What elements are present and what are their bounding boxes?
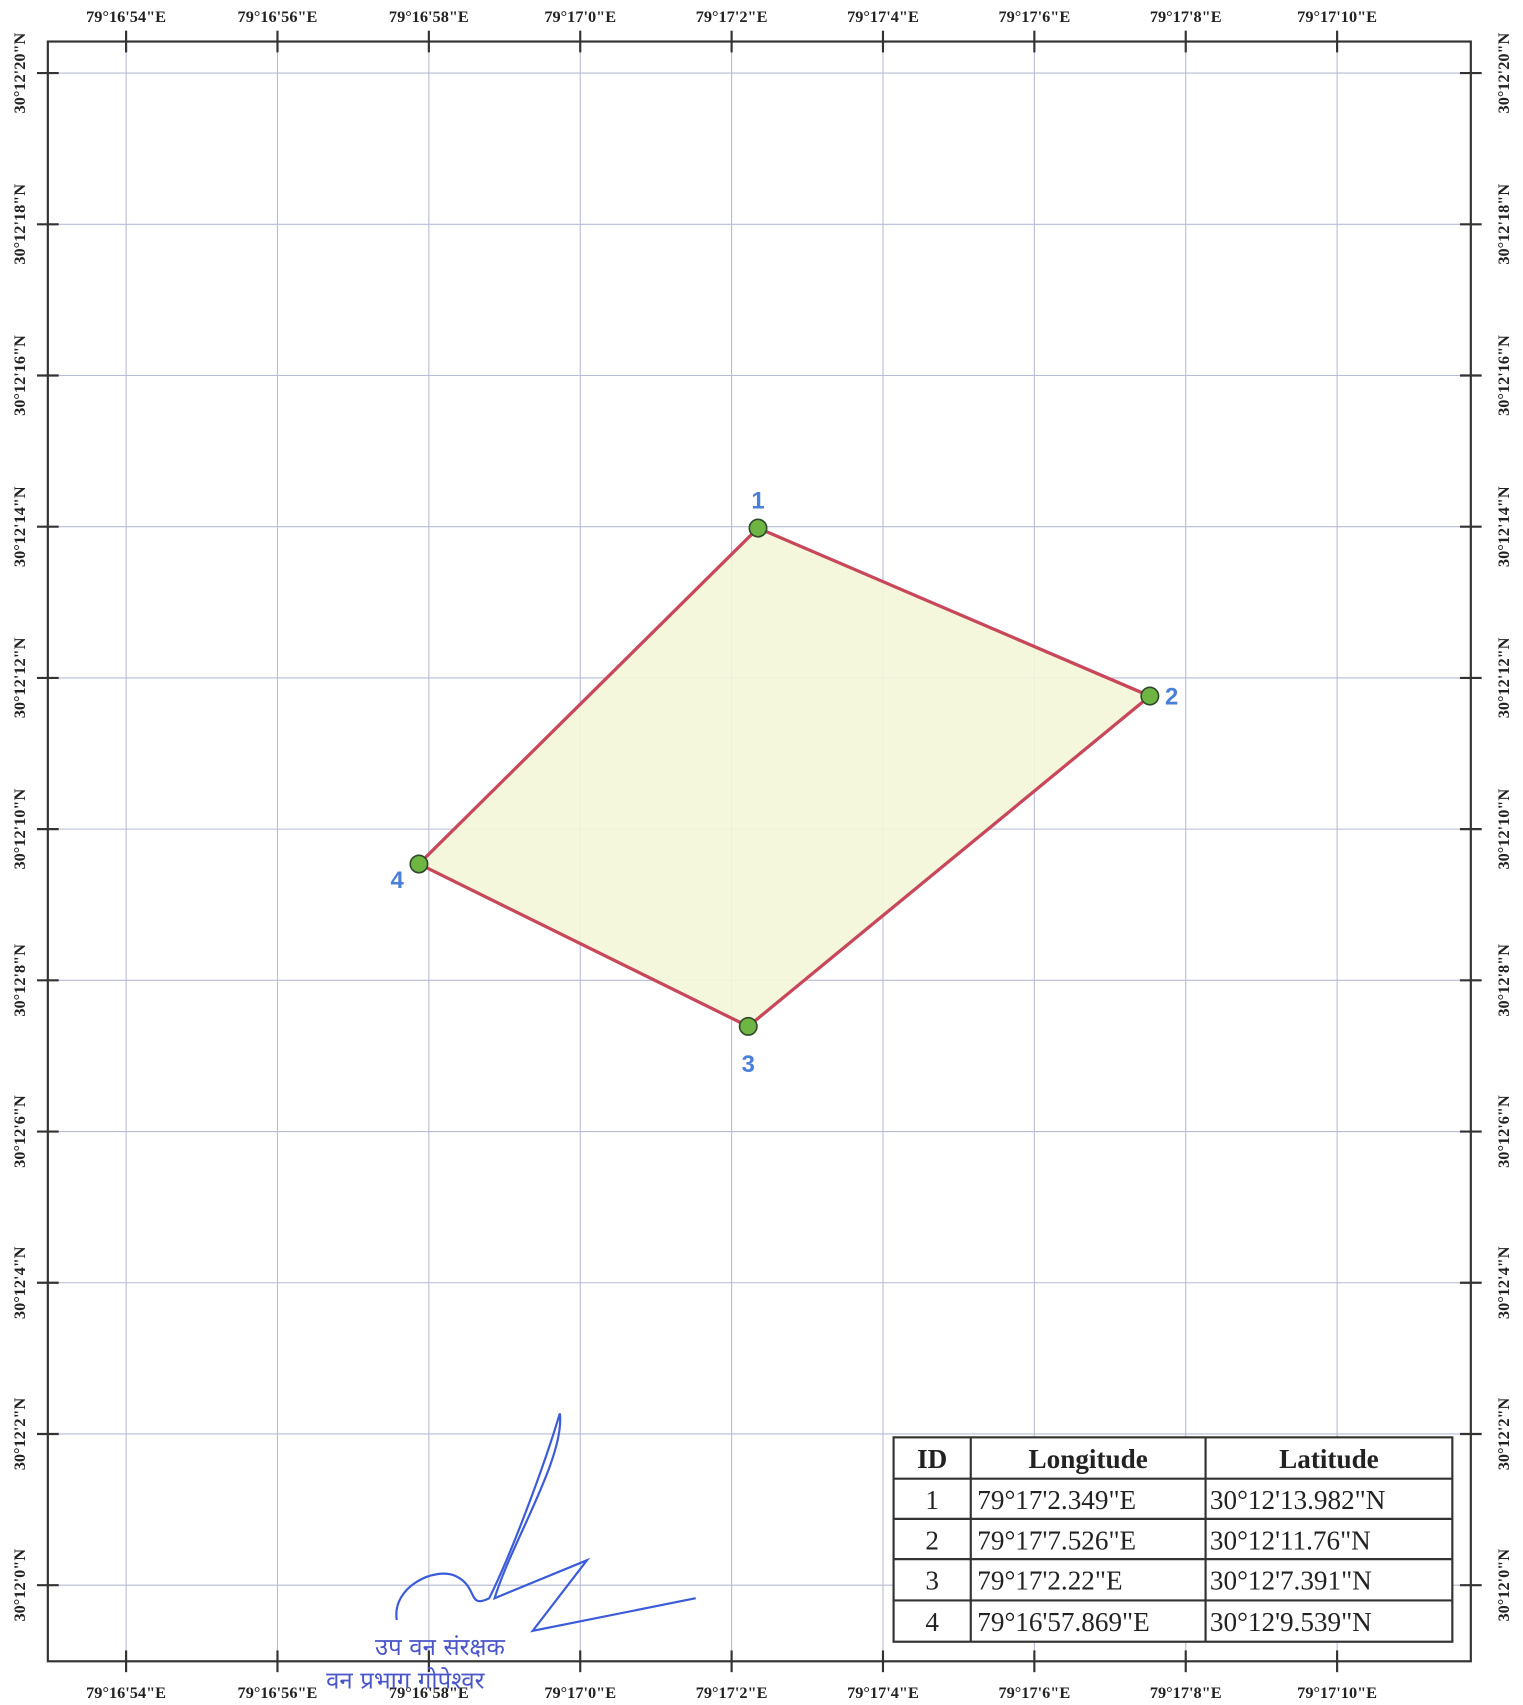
signature: उप वन संरक्षक वन प्रभाग गोपेश्वर: [326, 1413, 696, 1694]
vertex: [1140, 686, 1160, 706]
signature-stroke: [395, 1413, 696, 1633]
table-bg: [892, 1436, 1454, 1643]
vertex-id: 2: [1165, 684, 1178, 711]
y-tick-label: 30°12'18"N: [10, 184, 29, 265]
axis-labels: 79°16'54"E 79°16'54"E 79°16'56"E 79°16'56"E…: [10, 7, 1513, 1702]
y-tick-label: 30°12'14"N: [1494, 486, 1513, 567]
parcel: 1 2 3 4: [391, 487, 1179, 1078]
y-tick-label: 30°12'12"N: [10, 637, 29, 718]
vertex-id: 4: [391, 867, 405, 894]
table-cell: 2: [925, 1525, 939, 1555]
table-cell: 30°12'13.982"N: [1210, 1485, 1385, 1515]
x-tick-label: 79°16'54"E: [86, 1683, 166, 1702]
y-tick-label: 30°12'20"N: [10, 32, 29, 113]
coordinate-table: ID Longitude Latitude 1 79°17'2.349"E 30°12'1…: [892, 1436, 1454, 1643]
y-tick-label: 30°12'20"N: [1494, 32, 1513, 113]
table-cell: 79°17'7.526"E: [977, 1525, 1136, 1555]
x-tick-label: 79°16'58"E: [389, 1683, 469, 1702]
y-tick-label: 30°12'16"N: [10, 335, 29, 416]
table-cell: 30°12'9.539"N: [1210, 1607, 1372, 1637]
y-tick-label: 30°12'12"N: [1494, 637, 1513, 718]
x-tick-label: 79°17'6"E: [998, 1683, 1070, 1702]
y-tick-label: 30°12'4"N: [10, 1246, 29, 1319]
y-tick-label: 30°12'16"N: [1494, 335, 1513, 416]
x-tick-label: 79°16'56"E: [238, 7, 318, 26]
table-cell: 3: [925, 1566, 939, 1596]
table-header: ID: [917, 1444, 947, 1474]
vertex: [738, 1016, 758, 1036]
vertex-id: 1: [751, 487, 764, 514]
y-tick-label: 30°12'6"N: [1494, 1095, 1513, 1168]
table-cell: 79°16'57.869"E: [977, 1607, 1149, 1637]
x-tick-label: 79°17'8"E: [1150, 7, 1222, 26]
y-tick-label: 30°12'10"N: [10, 789, 29, 870]
vertex: [409, 854, 429, 874]
x-tick-label: 79°17'4"E: [847, 7, 919, 26]
y-tick-label: 30°12'6"N: [10, 1095, 29, 1168]
stamp-line: उप वन संरक्षक: [375, 1633, 506, 1661]
y-tick-label: 30°12'18"N: [1494, 184, 1513, 265]
x-tick-label: 79°17'0"E: [544, 1683, 616, 1702]
x-tick-label: 79°17'2"E: [696, 7, 768, 26]
y-tick-label: 30°12'14"N: [10, 486, 29, 567]
y-tick-label: 30°12'8"N: [10, 944, 29, 1017]
table-cell: 1: [925, 1485, 939, 1515]
table-header: Latitude: [1279, 1444, 1379, 1474]
y-tick-label: 30°12'4"N: [1494, 1246, 1513, 1319]
x-tick-label: 79°16'54"E: [86, 7, 166, 26]
x-tick-label: 79°17'4"E: [847, 1683, 919, 1702]
vertex: [748, 518, 768, 538]
y-tick-label: 30°12'2"N: [1494, 1397, 1513, 1470]
y-tick-label: 30°12'10"N: [1494, 789, 1513, 870]
table-cell: 79°17'2.22"E: [977, 1566, 1122, 1596]
x-tick-label: 79°16'58"E: [389, 7, 469, 26]
table-cell: 30°12'11.76"N: [1210, 1525, 1371, 1555]
x-tick-label: 79°16'56"E: [238, 1683, 318, 1702]
map-frame: [46, 40, 1472, 1663]
y-tick-label: 30°12'0"N: [1494, 1549, 1513, 1622]
table-cell: 4: [925, 1607, 939, 1637]
table-header: Longitude: [1029, 1444, 1148, 1474]
stamp-line: वन प्रभाग गोपेश्वर: [326, 1666, 485, 1694]
x-tick-label: 79°17'10"E: [1297, 7, 1377, 26]
x-tick-label: 79°17'8"E: [1150, 1683, 1222, 1702]
x-tick-label: 79°17'2"E: [696, 1683, 768, 1702]
vertex-id: 3: [742, 1051, 755, 1078]
y-tick-label: 30°12'8"N: [1494, 944, 1513, 1017]
x-tick-label: 79°17'0"E: [544, 7, 616, 26]
x-tick-label: 79°17'6"E: [998, 7, 1070, 26]
y-tick-label: 30°12'2"N: [10, 1397, 29, 1470]
table-cell: 79°17'2.349"E: [977, 1485, 1136, 1515]
table-cell: 30°12'7.391"N: [1210, 1566, 1372, 1596]
y-tick-label: 30°12'0"N: [10, 1549, 29, 1622]
x-tick-label: 79°17'10"E: [1297, 1683, 1377, 1702]
